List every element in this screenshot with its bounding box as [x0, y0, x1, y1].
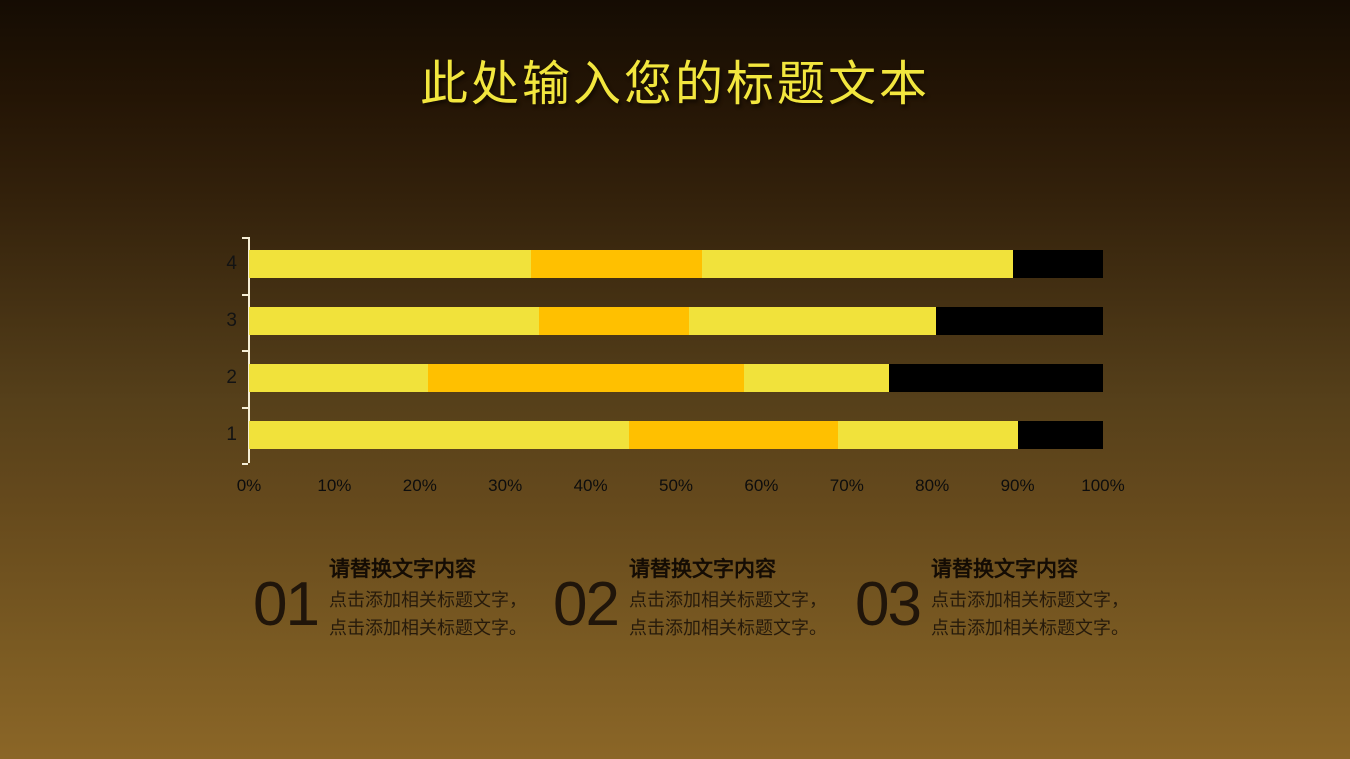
note-number: 02 [553, 570, 620, 639]
bar-segment-1-yellow [249, 307, 540, 335]
note-heading: 请替换文字内容 [628, 558, 776, 581]
category-label: 4 [226, 253, 237, 274]
bar-row-1: 1 [226, 421, 1103, 449]
x-tick-label: 10% [317, 476, 352, 495]
bar-row-2: 2 [226, 364, 1103, 392]
x-axis: 0% 10% 20% 30% 40% 50% 60% 70% 80% 90% 100% [237, 476, 1125, 498]
bar-segment-4-black [936, 307, 1103, 335]
note-body-line-1: 点击添加相关标题文字， [628, 590, 827, 610]
note-number: 01 [253, 570, 320, 639]
y-axis-tick [242, 350, 248, 352]
category-label: 3 [226, 310, 237, 331]
category-label: 1 [226, 424, 237, 445]
bar-row-3: 3 [226, 307, 1103, 335]
x-tick-label: 70% [829, 476, 864, 495]
bar-segment-4-black [1017, 421, 1103, 449]
note-block-1: 01 请替换文字内容 点击添加相关标题文字， 点击添加相关标题文字。 [253, 553, 527, 642]
note-number: 03 [855, 570, 922, 639]
note-heading: 请替换文字内容 [328, 558, 476, 581]
bar-segment-4-black [889, 364, 1103, 392]
x-tick-label: 90% [1000, 476, 1035, 495]
x-tick-label: 0% [236, 476, 262, 495]
y-axis-tick [242, 293, 248, 296]
note-body-line-2: 点击添加相关标题文字。 [328, 618, 527, 638]
x-tick-label: 30% [488, 476, 523, 495]
bar-segment-2-orange [629, 421, 839, 449]
bar-segment-2-orange [428, 364, 745, 392]
x-tick-label: 80% [915, 476, 950, 495]
bar-segment-3-yellow [701, 250, 1014, 278]
note-heading: 请替换文字内容 [930, 558, 1078, 581]
note-body-line-2: 点击添加相关标题文字。 [930, 618, 1129, 638]
x-tick-label: 50% [658, 476, 694, 495]
note-texts: 请替换文字内容 点击添加相关标题文字， 点击添加相关标题文字。 [329, 553, 527, 642]
y-axis-tick [242, 237, 248, 239]
bar-segment-1-yellow [249, 364, 429, 392]
bar-track [249, 250, 1103, 278]
bar-segment-4-black [1013, 250, 1103, 278]
bar-track [249, 307, 1103, 335]
slide-title: 此处输入您的标题文本 [419, 58, 930, 111]
bar-row-4: 4 [226, 250, 1103, 278]
note-texts: 请替换文字内容 点击添加相关标题文字， 点击添加相关标题文字。 [629, 553, 827, 642]
x-tick-label: 60% [744, 476, 779, 495]
bar-segment-1-yellow [249, 421, 630, 449]
note-body-line-2: 点击添加相关标题文字。 [628, 618, 827, 638]
x-tick-label: 40% [573, 476, 608, 495]
bar-segment-2-orange [530, 250, 702, 278]
x-tick-label: 100% [1081, 476, 1125, 495]
note-block-2: 02 请替换文字内容 点击添加相关标题文字， 点击添加相关标题文字。 [553, 553, 827, 642]
bar-segment-3-yellow [688, 307, 937, 335]
note-body-line-1: 点击添加相关标题文字， [328, 590, 527, 610]
note-block-3: 03 请替换文字内容 点击添加相关标题文字， 点击添加相关标题文字。 [855, 553, 1129, 642]
x-tick-label: 20% [402, 476, 437, 495]
note-texts: 请替换文字内容 点击添加相关标题文字， 点击添加相关标题文字。 [931, 553, 1129, 642]
y-axis-tick [242, 463, 248, 465]
bar-track [249, 421, 1103, 449]
y-axis-tick [242, 406, 248, 409]
y-axis-line [248, 237, 250, 463]
bar-segment-2-orange [539, 307, 689, 335]
stacked-bar-chart: 4 3 2 1 [226, 237, 1103, 465]
bar-segment-3-yellow [838, 421, 1018, 449]
bar-segment-3-yellow [744, 364, 890, 392]
bar-segment-1-yellow [249, 250, 531, 278]
note-body-line-1: 点击添加相关标题文字， [930, 590, 1129, 610]
category-label: 2 [226, 367, 237, 388]
bar-track [249, 364, 1103, 392]
